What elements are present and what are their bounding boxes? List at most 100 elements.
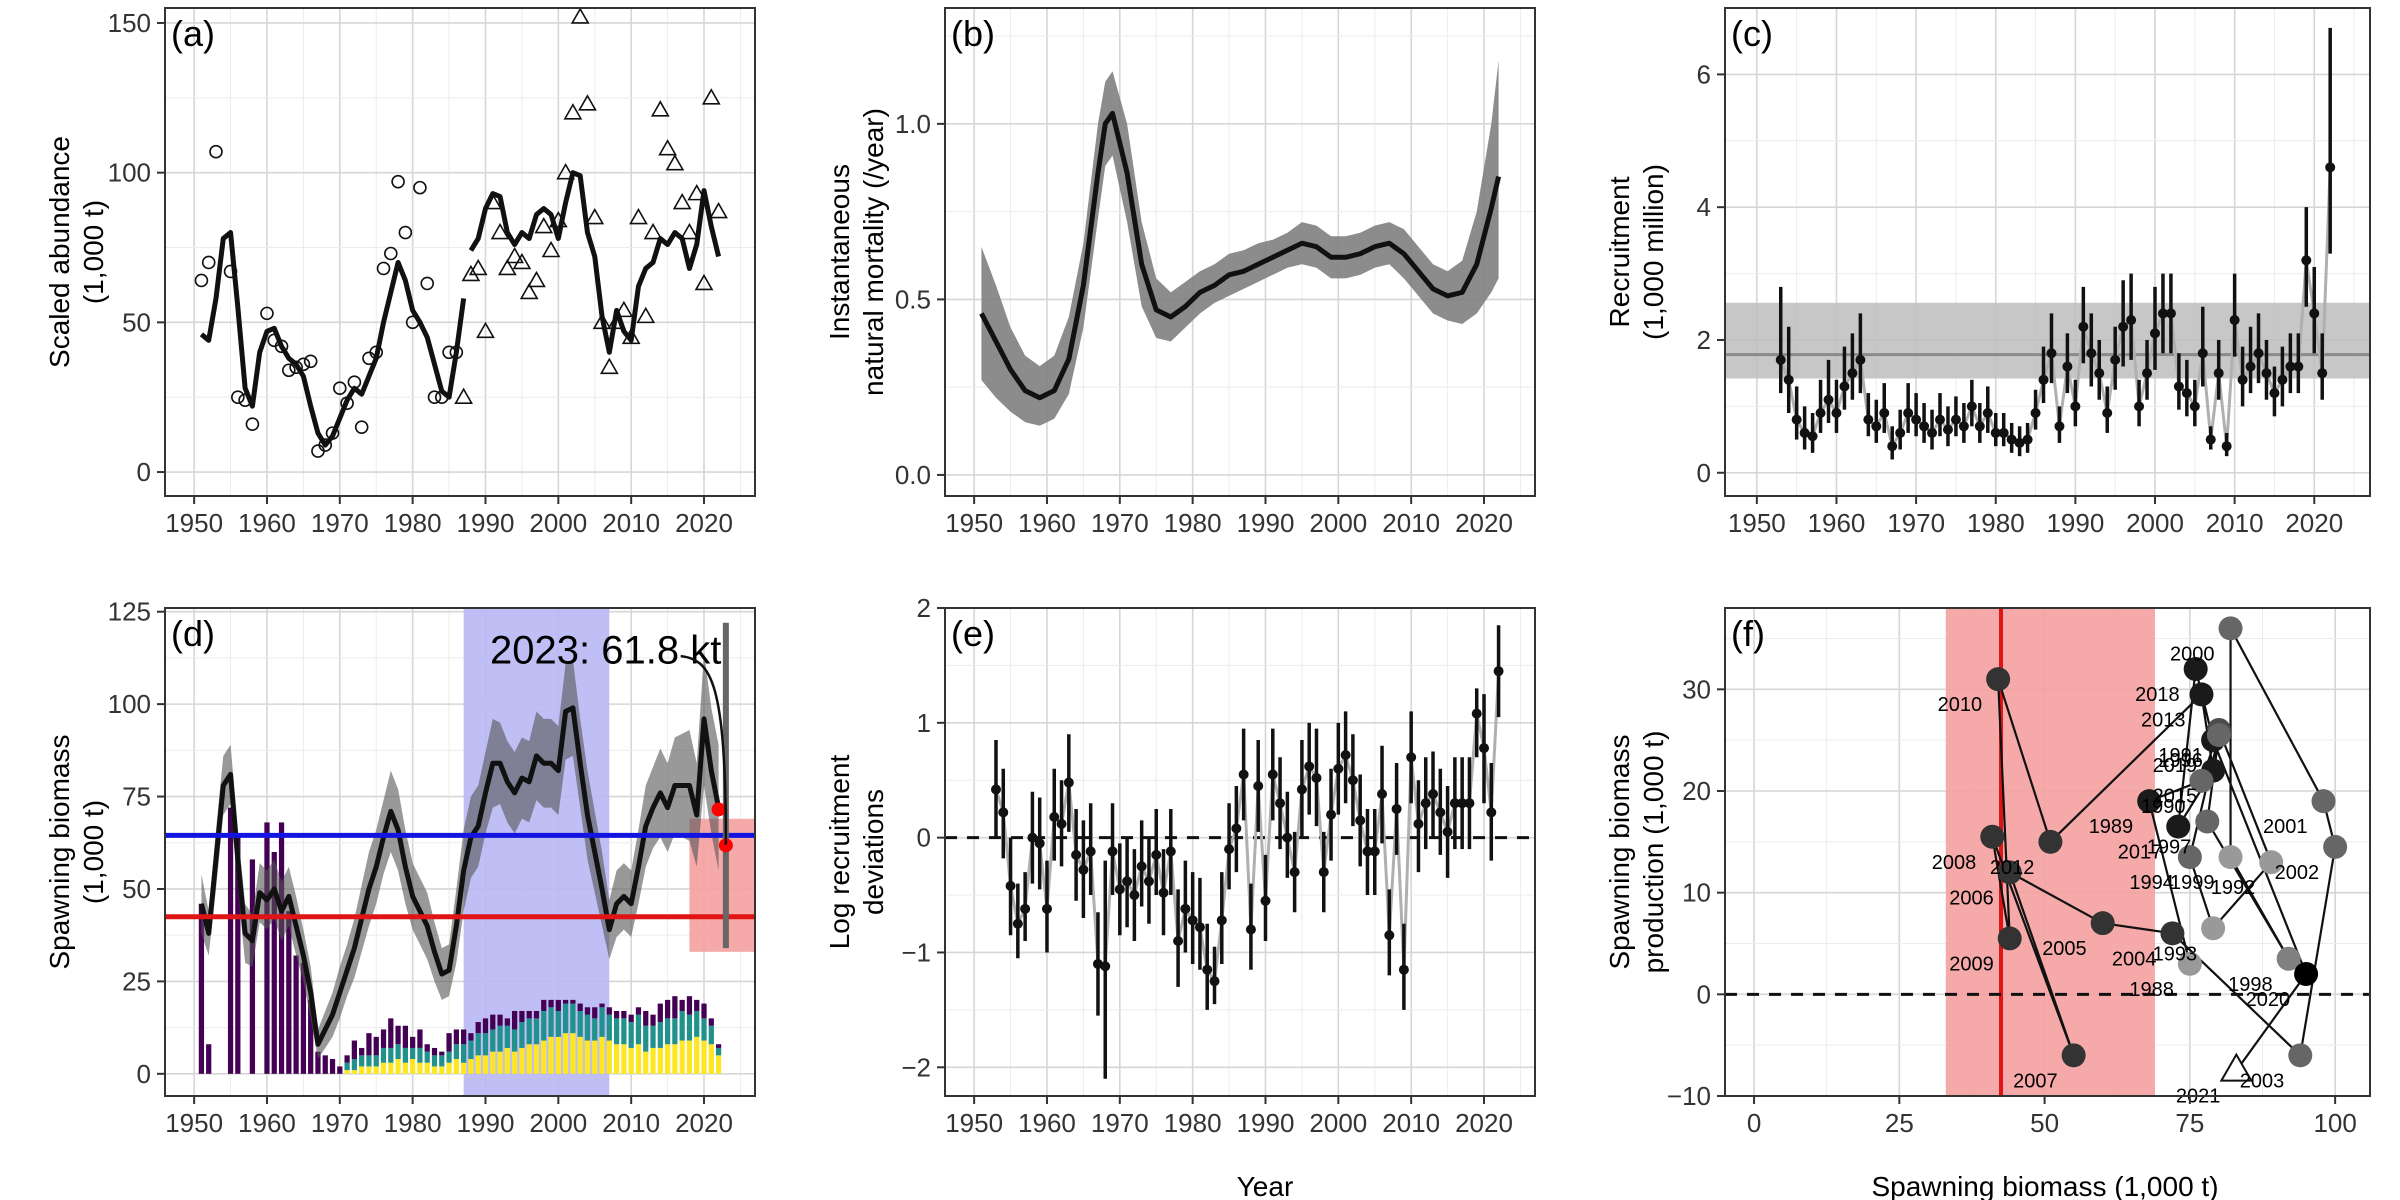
biomass-bar [366,1055,372,1067]
biomass-bar [628,1047,634,1074]
biomass-bar [562,999,569,1004]
y-tick-label: 0 [917,823,931,853]
y-tick-label: 50 [122,307,151,337]
biomass-bar [657,1047,663,1074]
trajectory-point [2090,911,2115,936]
x-tick-label: 1970 [311,1108,369,1138]
biomass-bar [271,852,277,1074]
biomass-bar [264,822,270,1074]
year-label: 1993 [2153,943,2198,965]
x-tick-label: 1960 [238,1108,296,1138]
year-label: 2019 [2153,755,2198,777]
abundance-point-circle [201,255,216,270]
biomass-bar [577,1036,583,1074]
panel-label: (f) [1731,613,1765,654]
abundance-point-triangle [680,222,699,240]
x-tick-label: 1950 [165,508,223,538]
recruitment-point [2285,361,2296,372]
deviation-point [1311,772,1322,783]
biomass-bar [431,1066,438,1074]
deviation-point [1209,976,1220,987]
biomass-bar [570,1003,576,1034]
x-tick-label: 2000 [529,1108,587,1138]
y-axis-title: Spawning biomass (1,000 t) [44,734,109,969]
biomass-bar [664,1044,671,1074]
panel-c: 1950 1960 1970 1980 1990 2000 2010 2020 0 2 4 6 (c) R… [1604,7,2371,538]
trajectory-point [2166,814,2191,839]
abundance-point-triangle [709,201,728,219]
x-tick-label: 1980 [384,508,442,538]
biomass-bar [694,999,700,1011]
biomass-bar [599,1036,605,1074]
x-tick-label: 2010 [1382,1108,1440,1138]
year-label: 2000 [2170,643,2215,665]
year-label: 1999 [2170,872,2215,894]
recruitment-point [2046,348,2057,359]
year-label: 2006 [1949,887,1994,909]
recruitment-point [2165,308,2176,319]
biomass-bar [664,999,671,1019]
biomass-bar [599,1003,605,1008]
x-tick-label: 1960 [1018,508,1076,538]
biomass-bar [592,1018,598,1041]
biomass-bar [694,1036,700,1074]
x-tick-label: 1950 [1728,508,1786,538]
deviation-point [1318,867,1329,878]
deviation-point [1245,924,1256,935]
biomass-bar [526,1018,532,1045]
year-label: 1990 [2141,796,2186,818]
recruitment-point [1775,354,1786,365]
biomass-bar [592,1007,598,1019]
deviation-point [1253,780,1264,791]
year-label: 2004 [2112,948,2157,970]
biomass-bar [424,1062,430,1074]
y-axis-title-line: Spawning biomass [1604,734,1635,969]
biomass-bar [504,1025,510,1048]
x-tick-label: 1990 [1237,1108,1295,1138]
abundance-point-circle [405,315,420,330]
biomass-bar [482,1033,489,1056]
y-tick-label: 1.0 [895,109,931,139]
biomass-bar [395,1044,401,1060]
biomass-bar [643,1025,649,1052]
biomass-bar [395,1025,401,1045]
gridlines [165,8,755,496]
recruitment-point [1927,427,1938,438]
biomass-bar [453,1044,459,1060]
biomass-bar [497,1051,503,1074]
x-tick-label: 1960 [1808,508,1866,538]
year-label: 2010 [1938,694,1983,716]
year-label: 1991 [2158,745,2203,767]
year-label: 2009 [1949,953,1994,975]
biomass-bar [351,1059,358,1071]
abundance-point-triangle [643,222,663,240]
plot-area [945,625,1535,1079]
recruitment-point [2205,434,2216,445]
trajectory-point [2294,962,2319,986]
year-label: 1988 [2129,979,2174,1001]
biomass-bar [701,1003,707,1019]
deviation-point [1464,798,1475,809]
x-tick-label: 1950 [945,1108,1003,1138]
biomass-bar [504,1047,510,1074]
deviation-point [1143,876,1154,887]
biomass-bar [359,1055,365,1067]
biomass-bar [679,1010,685,1041]
abundance-point-triangle [563,103,583,120]
y-tick-label: −2 [901,1052,931,1082]
biomass-bar [635,1044,642,1074]
recruitment-point [1950,414,1961,425]
biomass-bar [613,1044,620,1074]
x-tick-label: 2020 [675,1108,733,1138]
abundance-line [199,230,467,448]
deviation-point [1027,832,1038,843]
y-axis-title-line: natural mortality (/year) [858,108,889,396]
recruitment-connector [1779,167,2332,451]
x-tick-label: 1960 [238,508,296,538]
biomass-bar [512,1010,518,1030]
biomass-bar [468,1059,474,1074]
abundance-point-circle [434,390,449,405]
deviation-point [1420,798,1431,809]
biomass-line [198,705,722,1047]
deviation-point [1304,761,1315,772]
